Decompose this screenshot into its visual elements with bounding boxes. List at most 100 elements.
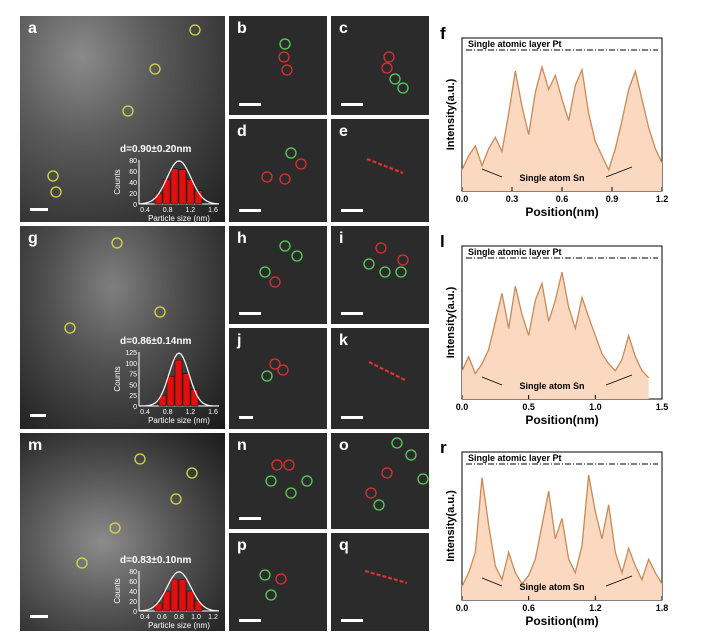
panel-a-overlay bbox=[47, 24, 201, 198]
scale-bar bbox=[239, 416, 253, 419]
ring-overlay bbox=[278, 38, 293, 76]
hist-y-label: Counts bbox=[113, 578, 122, 603]
ring-overlay bbox=[265, 459, 313, 499]
ring-overlay bbox=[261, 147, 307, 185]
hist-bar bbox=[170, 168, 179, 205]
hist-bar bbox=[174, 359, 183, 407]
panel-letter: h bbox=[237, 230, 247, 247]
sn-annotation: Single atom Sn bbox=[519, 173, 584, 183]
legend-label: Single atomic layer Pt bbox=[468, 453, 562, 463]
x-axis-label: Position(nm) bbox=[525, 205, 598, 219]
hist-y-tick: 60 bbox=[129, 579, 137, 586]
panel-j: j bbox=[229, 328, 327, 429]
hist-y-tick: 60 bbox=[129, 169, 137, 176]
x-tick-label: 1.5 bbox=[656, 402, 669, 412]
panel-letter-f: f bbox=[440, 24, 446, 43]
arrow-left bbox=[481, 577, 503, 587]
hist-y-tick: 80 bbox=[129, 569, 137, 576]
y-axis-label: Intensity(a.u.) bbox=[445, 78, 457, 150]
panel-p: p bbox=[229, 533, 327, 631]
hist-y-tick: 0 bbox=[133, 404, 137, 411]
ring-overlay bbox=[381, 51, 409, 94]
arrow-right bbox=[605, 575, 633, 587]
panel-letter: o bbox=[339, 437, 349, 454]
hist-x-tick: 1.2 bbox=[208, 614, 218, 621]
panel-c: c bbox=[331, 16, 429, 115]
scale-bar bbox=[341, 209, 363, 212]
panel-g-haadf: g d=0.86±0.14nm 0 25 50 75 100 125 0.4 0.8 1.2 1.… bbox=[20, 226, 225, 429]
x-tick-label: 0.9 bbox=[606, 194, 619, 204]
ring-overlay bbox=[363, 242, 409, 278]
scale-bar bbox=[239, 517, 261, 520]
hist-y-tick: 125 bbox=[125, 350, 137, 357]
hist-x-label: Particle size (nm) bbox=[148, 416, 210, 425]
hist-y-tick: 25 bbox=[129, 393, 137, 400]
y-axis-label: Intensity(a.u.) bbox=[445, 490, 457, 562]
hist-y-tick: 0 bbox=[133, 202, 137, 209]
profile-line bbox=[461, 474, 663, 587]
x-tick-label: 0.0 bbox=[456, 402, 469, 412]
panel-letter: d bbox=[237, 123, 247, 140]
hist-x-tick: 1.2 bbox=[185, 207, 195, 214]
x-tick-label: 1.0 bbox=[589, 402, 602, 412]
ring-overlay bbox=[261, 358, 289, 382]
hist-x-tick: 1.6 bbox=[208, 207, 218, 214]
profile-plot-f: Single atomic layer Pt Single atom Sn 0.0 0… bbox=[445, 37, 669, 219]
scale-bar bbox=[30, 414, 46, 417]
panel-letter: e bbox=[339, 123, 348, 140]
hist-x-tick: 0.8 bbox=[174, 614, 184, 621]
panel-o: o bbox=[331, 433, 429, 529]
hist-bar bbox=[178, 169, 187, 205]
x-axis-label: Position(nm) bbox=[525, 614, 598, 628]
hist-x-tick: 0.8 bbox=[163, 409, 173, 416]
panel-letter: j bbox=[237, 332, 242, 349]
legend-label: Single atomic layer Pt bbox=[468, 39, 562, 49]
panel-d: d bbox=[229, 119, 327, 222]
panel-letter: g bbox=[28, 230, 38, 247]
profile-line bbox=[461, 64, 663, 172]
hist-y-tick: 80 bbox=[129, 158, 137, 165]
hist-x-label: Particle size (nm) bbox=[148, 621, 210, 630]
scale-bar bbox=[239, 103, 261, 106]
panel-letter: i bbox=[339, 230, 344, 247]
x-tick-label: 1.2 bbox=[656, 194, 669, 204]
hist-x-tick: 0.4 bbox=[140, 614, 150, 621]
scale-bar bbox=[341, 103, 363, 106]
panel-letter-l: l bbox=[440, 232, 445, 251]
hist-bar bbox=[186, 590, 195, 612]
hist-bar bbox=[158, 395, 167, 407]
x-axis-label: Position(nm) bbox=[525, 413, 598, 427]
x-tick-label: 0.0 bbox=[456, 194, 469, 204]
scale-bar bbox=[239, 209, 261, 212]
panel-m-haadf: m d=0.83±0.10nm 0 20 40 60 80 0.4 0.6 0.8 1.0 1.2… bbox=[20, 433, 225, 631]
arrow-left bbox=[481, 376, 503, 386]
scale-bar bbox=[341, 312, 363, 315]
hist-bar bbox=[170, 578, 179, 612]
scale-bar bbox=[239, 312, 261, 315]
profile-plot-r: Single atomic layer Pt Single atom Sn 0.0 0… bbox=[445, 451, 668, 628]
arrow-right bbox=[605, 374, 633, 386]
size-stat: d=0.90±0.20nm bbox=[120, 144, 192, 155]
x-tick-label: 0.3 bbox=[506, 194, 519, 204]
panel-letter: b bbox=[237, 20, 247, 37]
panel-n: n bbox=[229, 433, 327, 529]
sn-annotation: Single atom Sn bbox=[519, 381, 584, 391]
hist-y-tick: 20 bbox=[129, 191, 137, 198]
hist-bar bbox=[166, 376, 175, 407]
hist-bar bbox=[190, 389, 199, 407]
x-tick-label: 1.2 bbox=[589, 603, 602, 613]
scale-bar bbox=[30, 208, 48, 211]
hist-x-tick: 0.4 bbox=[140, 207, 150, 214]
x-tick-label: 0.6 bbox=[556, 194, 569, 204]
arrow-right bbox=[605, 166, 633, 178]
panel-letter: p bbox=[237, 537, 247, 554]
panel-letter: c bbox=[339, 20, 348, 37]
hist-y-tick: 40 bbox=[129, 589, 137, 596]
hist-y-tick: 100 bbox=[125, 361, 137, 368]
panel-a-haadf: a d=0.90±0.20nm 0 20 40 60 80 0.4 0.8 1.2 1.6 Par… bbox=[20, 16, 225, 222]
hist-x-tick: 1.2 bbox=[185, 409, 195, 416]
profile-plot-l: Single atomic layer Pt Single atom Sn 0.0 0… bbox=[445, 245, 669, 427]
hist-y-tick: 0 bbox=[133, 609, 137, 616]
